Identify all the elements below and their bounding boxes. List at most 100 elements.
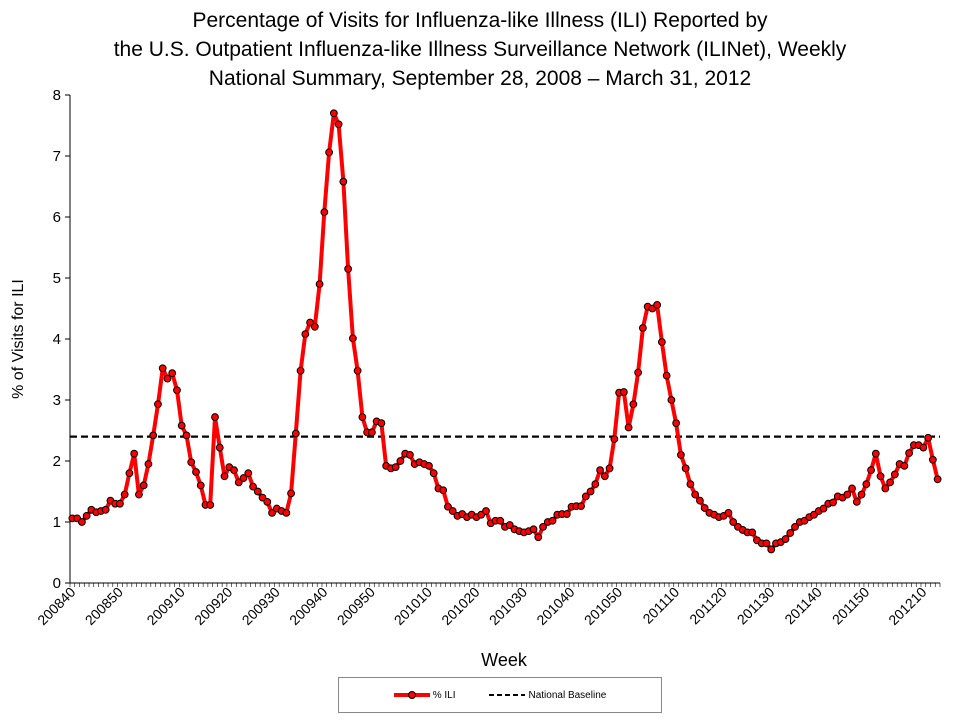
legend-baseline-swatch [489, 694, 526, 696]
y-tick-label: 3 [53, 392, 61, 409]
ili-data-point [781, 535, 790, 543]
ili-data-point [358, 413, 367, 421]
ili-data-point [220, 472, 229, 481]
ili-data-point [396, 457, 405, 465]
x-tick-label: 201010 [391, 584, 435, 628]
ili-data-point [857, 490, 866, 499]
ili-data-point [163, 374, 172, 383]
ili-data-point [905, 449, 913, 457]
ili-data-point [249, 482, 257, 491]
ili-data-point [681, 464, 690, 473]
ili-data-point [315, 280, 324, 289]
ili-data-point [425, 461, 433, 470]
ili-data-point [871, 449, 880, 458]
ili-data-point [876, 472, 885, 481]
ili-data-point [848, 484, 856, 493]
chart-title-line-2: the U.S. Outpatient Influenza-like Illne… [113, 38, 847, 61]
y-tick-label: 1 [53, 514, 61, 531]
ili-data-point [829, 498, 837, 507]
ili-data-point [496, 516, 505, 525]
x-axis-label: Week [481, 650, 528, 670]
ili-data-point [657, 338, 666, 346]
ili-data-point [724, 508, 733, 517]
x-tick-label: 200950 [334, 584, 378, 628]
x-tick-label: 200850 [82, 584, 126, 628]
legend: % ILI National Baseline [338, 677, 662, 713]
ili-data-point [291, 429, 300, 438]
ili-data-point [196, 481, 205, 490]
ili-data-point [391, 463, 400, 472]
ili-data-point [539, 522, 547, 531]
ili-data-point [268, 508, 276, 517]
ili-data-point [263, 497, 272, 506]
ili-data-point [82, 512, 91, 520]
legend-ili-label: % ILI [432, 689, 456, 701]
ili-data-point [672, 419, 681, 428]
legend-item-baseline: National Baseline [489, 690, 606, 701]
ili-data-point [344, 264, 353, 273]
ili-data-point [253, 487, 262, 496]
ili-data-point [924, 433, 933, 442]
y-tick-label: 2 [53, 453, 61, 470]
ili-data-point [120, 490, 129, 499]
chart-title-line-1: Percentage of Visits for Influenza-like … [192, 9, 768, 32]
y-tick-label: 7 [53, 148, 61, 165]
ili-data-point [448, 507, 457, 515]
x-tick-label: 201020 [438, 584, 482, 628]
ili-data-point [192, 468, 200, 476]
ili-data-point [596, 466, 604, 475]
ili-data-point [548, 516, 557, 525]
ili-data-point [116, 499, 124, 508]
legend-baseline-label: National Baseline [528, 689, 607, 701]
x-tick-label: 200930 [239, 584, 283, 628]
ili-data-point [638, 324, 647, 332]
ili-data-point [325, 148, 333, 157]
ili-data-point [287, 489, 295, 498]
ili-data-point [206, 501, 215, 509]
ili-data-point [667, 396, 676, 404]
ili-data-point [867, 466, 875, 475]
x-tick-label: 201140 [781, 584, 825, 628]
x-tick-label: 201150 [829, 584, 873, 628]
chart-title: Percentage of Visits for Influenza-like … [0, 6, 960, 93]
x-tick-label: 200910 [143, 584, 187, 628]
legend-item-ili: % ILI [393, 689, 456, 701]
ili-data-point [339, 177, 348, 186]
ili-data-point [696, 496, 704, 505]
ili-data-point [686, 480, 695, 489]
ili-data-point [886, 478, 894, 487]
ili-data-point [144, 460, 153, 468]
ili-data-point [600, 472, 609, 481]
y-axis-label: % of Visits for ILI [10, 279, 27, 399]
ili-data-point [353, 366, 362, 375]
x-tick-label: 201210 [885, 584, 929, 628]
x-tick-label: 200940 [286, 584, 330, 628]
x-tick-label: 201030 [486, 584, 530, 628]
x-tick-label: 201120 [686, 584, 730, 628]
ili-data-point [653, 300, 662, 309]
ili-data-point [310, 322, 319, 331]
ili-data-point [786, 529, 795, 537]
ili-data-point [377, 419, 386, 428]
ili-data-point [662, 371, 671, 380]
ili-data-point [862, 480, 871, 489]
chart-title-line-3: National Summary, September 28, 2008 – M… [208, 67, 752, 90]
x-tick-label: 201130 [734, 584, 778, 628]
ili-data-point [610, 435, 619, 443]
ili-data-point [691, 490, 700, 499]
ili-data-point [629, 400, 638, 409]
y-tick-label: 5 [53, 270, 61, 287]
ili-data-point [748, 528, 757, 537]
ili-data-point [881, 484, 890, 493]
ili-data-point [187, 458, 196, 467]
ili-data-point [306, 318, 314, 327]
y-tick-label: 0 [53, 575, 61, 592]
ili-data-point [182, 431, 191, 440]
ili-data-point [296, 366, 305, 375]
ili-data-point [819, 504, 828, 513]
ili-data-point [215, 443, 224, 452]
y-tick-label: 4 [53, 331, 61, 348]
ili-data-point [406, 451, 414, 459]
ili-data-point [177, 421, 186, 430]
